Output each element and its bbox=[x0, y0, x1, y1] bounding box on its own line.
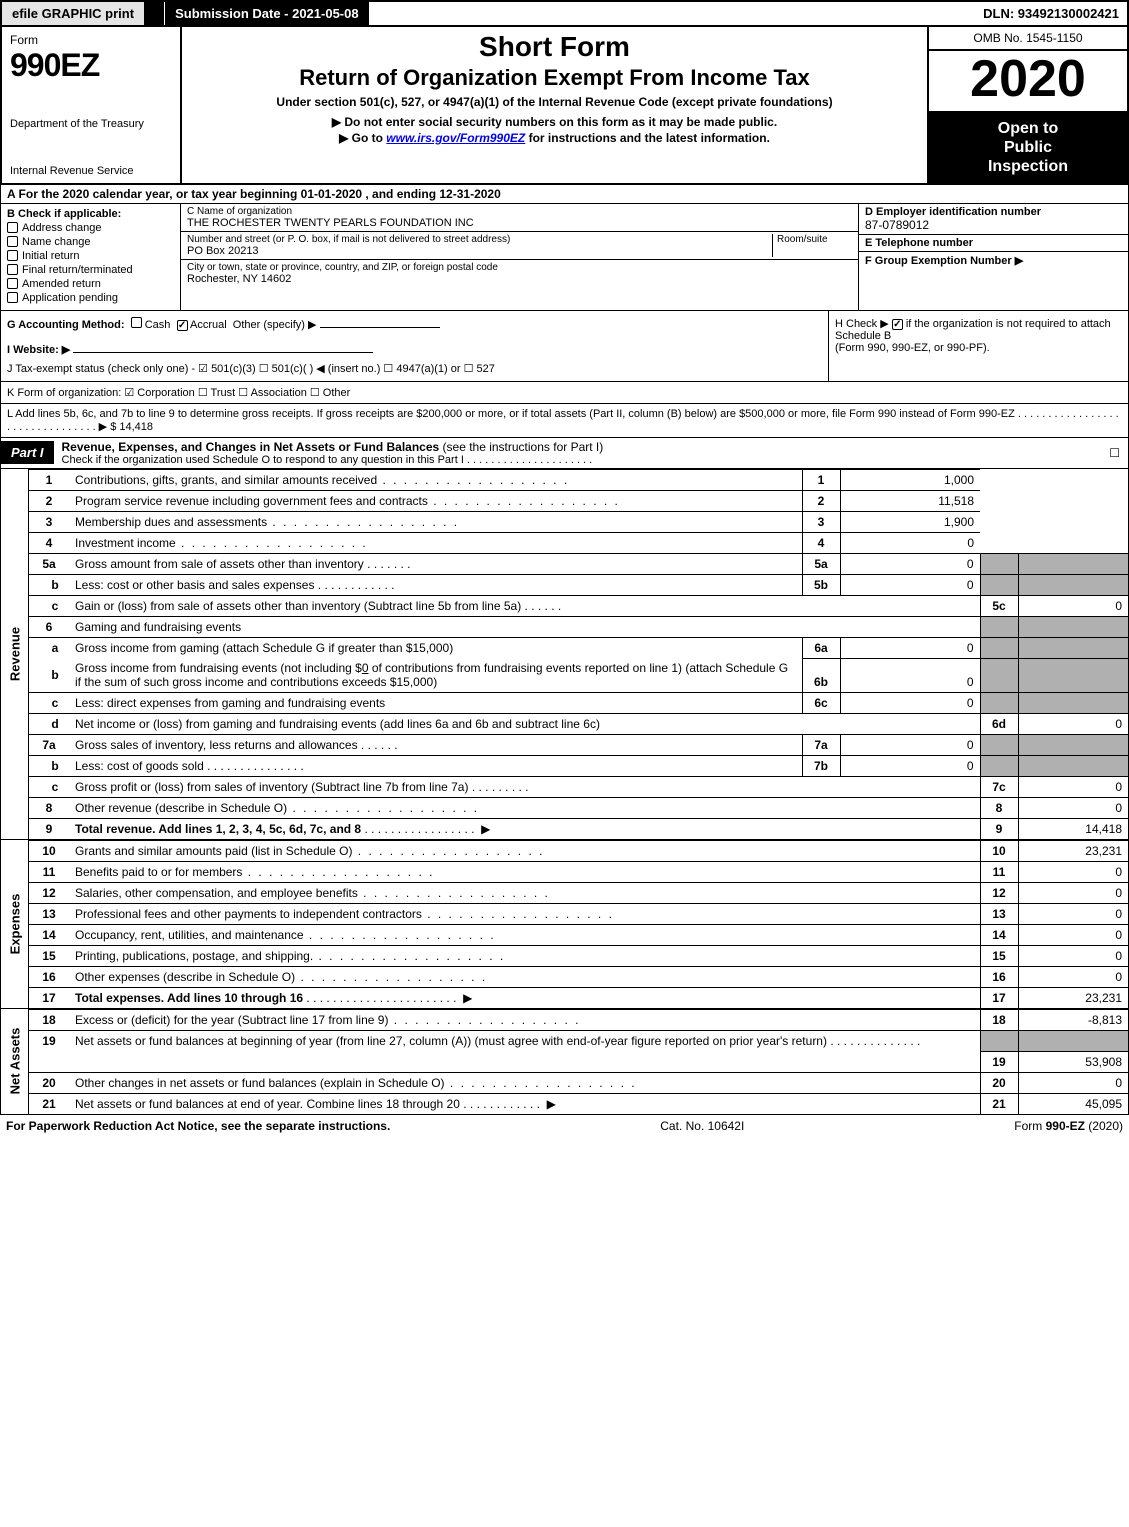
part-1-tab: Part I bbox=[1, 441, 54, 464]
expenses-section: Expenses 10 Grants and similar amounts p… bbox=[0, 840, 1129, 1009]
dept-treasury: Department of the Treasury bbox=[10, 118, 172, 130]
tax-year: 2020 bbox=[929, 51, 1127, 113]
row-a-tax-year: A For the 2020 calendar year, or tax yea… bbox=[0, 185, 1129, 204]
check-name-change[interactable]: Name change bbox=[7, 236, 174, 248]
line-1: 1 Contributions, gifts, grants, and simi… bbox=[29, 469, 1128, 490]
form-header: Form 990EZ Department of the Treasury In… bbox=[0, 25, 1129, 185]
net-assets-side-label: Net Assets bbox=[1, 1009, 29, 1114]
line-14: 14 Occupancy, rent, utilities, and maint… bbox=[29, 925, 1128, 946]
line-11: 11 Benefits paid to or for members 11 0 bbox=[29, 862, 1128, 883]
check-final-return[interactable]: Final return/terminated bbox=[7, 264, 174, 276]
revenue-side-label: Revenue bbox=[1, 469, 29, 840]
line-6c: c Less: direct expenses from gaming and … bbox=[29, 693, 1128, 714]
line-5a: 5a Gross amount from sale of assets othe… bbox=[29, 553, 1128, 574]
line-5b: b Less: cost or other basis and sales ex… bbox=[29, 574, 1128, 595]
check-initial-return[interactable]: Initial return bbox=[7, 250, 174, 262]
check-application-pending[interactable]: Application pending bbox=[7, 292, 174, 304]
open-public-inspection: Open to Public Inspection bbox=[929, 113, 1127, 183]
expenses-side-label: Expenses bbox=[1, 840, 29, 1008]
accounting-method: G Accounting Method: Cash Accrual Other … bbox=[7, 317, 822, 331]
line-3: 3 Membership dues and assessments 3 1,90… bbox=[29, 511, 1128, 532]
submission-date-button[interactable]: Submission Date - 2021-05-08 bbox=[165, 2, 370, 25]
line-18: 18 Excess or (deficit) for the year (Sub… bbox=[29, 1010, 1128, 1031]
part-1-header: Part I Revenue, Expenses, and Changes in… bbox=[0, 438, 1129, 469]
goto-pre: ▶ Go to bbox=[339, 131, 386, 145]
goto-post: for instructions and the latest informat… bbox=[525, 131, 770, 145]
row-l-gross-receipts: L Add lines 5b, 6c, and 7b to line 9 to … bbox=[0, 404, 1129, 438]
col-d-ids: D Employer identification number 87-0789… bbox=[858, 204, 1128, 310]
line-7b: b Less: cost of goods sold . . . . . . .… bbox=[29, 756, 1128, 777]
goto-link[interactable]: www.irs.gov/Form990EZ bbox=[386, 131, 525, 145]
line-12: 12 Salaries, other compensation, and emp… bbox=[29, 883, 1128, 904]
return-title: Return of Organization Exempt From Incom… bbox=[190, 65, 919, 91]
topbar: efile GRAPHIC print Submission Date - 20… bbox=[0, 0, 1129, 25]
line-6a: a Gross income from gaming (attach Sched… bbox=[29, 637, 1128, 658]
row-h-schedule-b: H Check ▶ if the organization is not req… bbox=[828, 311, 1128, 381]
line-7a: 7a Gross sales of inventory, less return… bbox=[29, 735, 1128, 756]
form-code: 990EZ bbox=[10, 47, 172, 84]
line-6b: b Gross income from fundraising events (… bbox=[29, 658, 1128, 693]
line-19b: 19 53,908 bbox=[29, 1051, 1128, 1072]
room-label: Room/suite bbox=[777, 234, 852, 245]
page-footer: For Paperwork Reduction Act Notice, see … bbox=[0, 1115, 1129, 1137]
ein-label: D Employer identification number bbox=[865, 206, 1122, 218]
line-4: 4 Investment income 4 0 bbox=[29, 532, 1128, 553]
cat-no: Cat. No. 10642I bbox=[660, 1119, 744, 1133]
line-2: 2 Program service revenue including gove… bbox=[29, 490, 1128, 511]
line-10: 10 Grants and similar amounts paid (list… bbox=[29, 841, 1128, 862]
line-6: 6 Gaming and fundraising events bbox=[29, 616, 1128, 637]
row-k-form-org: K Form of organization: ☑ Corporation ☐ … bbox=[0, 382, 1129, 404]
line-19: 19 Net assets or fund balances at beginn… bbox=[29, 1031, 1128, 1052]
col-b-header: B Check if applicable: bbox=[7, 208, 174, 220]
efile-button[interactable]: efile GRAPHIC print bbox=[2, 2, 144, 25]
line-16: 16 Other expenses (describe in Schedule … bbox=[29, 967, 1128, 988]
city-label: City or town, state or province, country… bbox=[187, 262, 852, 273]
line-9: 9 Total revenue. Add lines 1, 2, 3, 4, 5… bbox=[29, 819, 1128, 840]
donot-ssn: ▶ Do not enter social security numbers o… bbox=[190, 115, 919, 129]
tel-label: E Telephone number bbox=[865, 237, 1122, 249]
col-b-checkboxes: B Check if applicable: Address change Na… bbox=[1, 204, 181, 310]
part-1-check-icon[interactable]: ☐ bbox=[1088, 446, 1128, 460]
org-city: Rochester, NY 14602 bbox=[187, 273, 852, 285]
entity-info-grid: B Check if applicable: Address change Na… bbox=[0, 204, 1129, 311]
revenue-section: Revenue 1 Contributions, gifts, grants, … bbox=[0, 469, 1129, 841]
check-address-change[interactable]: Address change bbox=[7, 222, 174, 234]
group-exemption-label: F Group Exemption Number ▶ bbox=[865, 254, 1122, 267]
line-17: 17 Total expenses. Add lines 10 through … bbox=[29, 988, 1128, 1009]
line-13: 13 Professional fees and other payments … bbox=[29, 904, 1128, 925]
row-ghi: G Accounting Method: Cash Accrual Other … bbox=[0, 311, 1129, 382]
check-amended-return[interactable]: Amended return bbox=[7, 278, 174, 290]
submission-date-button[interactable] bbox=[144, 2, 165, 25]
line-5c: c Gain or (loss) from sale of assets oth… bbox=[29, 595, 1128, 616]
irs-label: Internal Revenue Service bbox=[10, 165, 172, 177]
form-word: Form bbox=[10, 33, 172, 47]
tax-exempt-status: J Tax-exempt status (check only one) - ☑… bbox=[7, 362, 822, 375]
website-label: I Website: ▶ bbox=[7, 344, 70, 356]
line-21: 21 Net assets or fund balances at end of… bbox=[29, 1093, 1128, 1114]
omb-number: OMB No. 1545-1150 bbox=[929, 27, 1127, 51]
org-address: PO Box 20213 bbox=[187, 245, 772, 257]
net-assets-section: Net Assets 18 Excess or (deficit) for th… bbox=[0, 1009, 1129, 1115]
form-page-label: Form 990-EZ (2020) bbox=[1014, 1119, 1123, 1133]
part-1-sub: Check if the organization used Schedule … bbox=[62, 454, 1080, 466]
line-7c: c Gross profit or (loss) from sales of i… bbox=[29, 777, 1128, 798]
line-8: 8 Other revenue (describe in Schedule O)… bbox=[29, 798, 1128, 819]
col-c-org-info: C Name of organization THE ROCHESTER TWE… bbox=[181, 204, 858, 310]
under-section: Under section 501(c), 527, or 4947(a)(1)… bbox=[190, 95, 919, 109]
dln-label: DLN: 93492130002421 bbox=[975, 2, 1127, 25]
line-20: 20 Other changes in net assets or fund b… bbox=[29, 1072, 1128, 1093]
addr-label: Number and street (or P. O. box, if mail… bbox=[187, 234, 772, 245]
ein-value: 87-0789012 bbox=[865, 218, 1122, 232]
short-form-title: Short Form bbox=[190, 31, 919, 63]
goto-instructions: ▶ Go to www.irs.gov/Form990EZ for instru… bbox=[190, 131, 919, 145]
part-1-title: Revenue, Expenses, and Changes in Net As… bbox=[62, 440, 440, 454]
paperwork-notice: For Paperwork Reduction Act Notice, see … bbox=[6, 1119, 390, 1133]
org-name-label: C Name of organization bbox=[187, 206, 852, 217]
line-6d: d Net income or (loss) from gaming and f… bbox=[29, 714, 1128, 735]
line-15: 15 Printing, publications, postage, and … bbox=[29, 946, 1128, 967]
org-name: THE ROCHESTER TWENTY PEARLS FOUNDATION I… bbox=[187, 217, 852, 229]
